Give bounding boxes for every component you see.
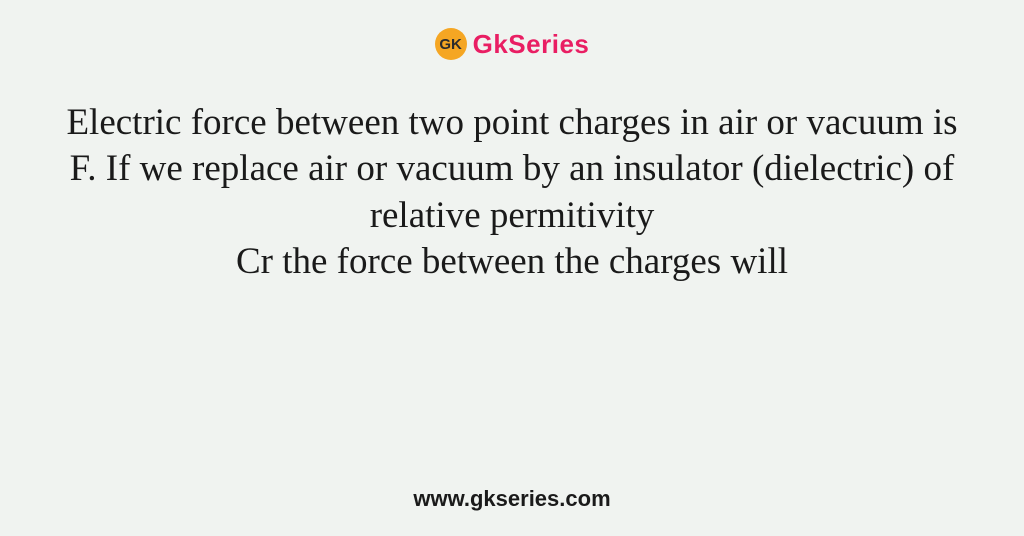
footer-url: www.gkseries.com: [413, 486, 610, 512]
logo-container: GK GkSeries: [435, 28, 590, 60]
logo-badge-text: GK: [439, 36, 462, 53]
logo-brand-text: GkSeries: [473, 29, 590, 60]
logo-badge-icon: GK: [435, 28, 467, 60]
question-text: Electric force between two point charges…: [52, 100, 972, 285]
